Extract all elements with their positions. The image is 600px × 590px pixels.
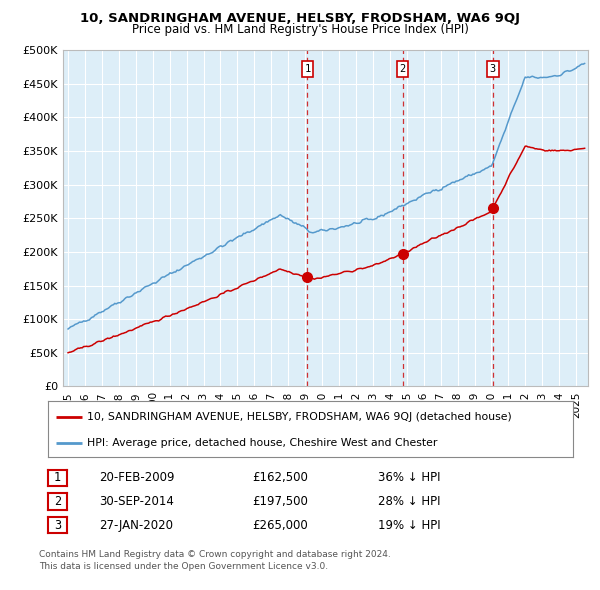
- Text: HPI: Average price, detached house, Cheshire West and Chester: HPI: Average price, detached house, Ches…: [88, 438, 438, 448]
- Text: 1: 1: [304, 64, 311, 74]
- Text: £265,000: £265,000: [252, 519, 308, 532]
- Text: 3: 3: [54, 519, 61, 532]
- Text: 10, SANDRINGHAM AVENUE, HELSBY, FRODSHAM, WA6 9QJ (detached house): 10, SANDRINGHAM AVENUE, HELSBY, FRODSHAM…: [88, 412, 512, 422]
- Text: 2: 2: [54, 495, 61, 508]
- Text: 27-JAN-2020: 27-JAN-2020: [99, 519, 173, 532]
- Text: 20-FEB-2009: 20-FEB-2009: [99, 471, 175, 484]
- Text: £162,500: £162,500: [252, 471, 308, 484]
- Text: 3: 3: [490, 64, 496, 74]
- Text: 30-SEP-2014: 30-SEP-2014: [99, 495, 174, 508]
- Text: £197,500: £197,500: [252, 495, 308, 508]
- Text: 2: 2: [400, 64, 406, 74]
- Text: This data is licensed under the Open Government Licence v3.0.: This data is licensed under the Open Gov…: [39, 562, 328, 571]
- Text: 10, SANDRINGHAM AVENUE, HELSBY, FRODSHAM, WA6 9QJ: 10, SANDRINGHAM AVENUE, HELSBY, FRODSHAM…: [80, 12, 520, 25]
- Text: 1: 1: [54, 471, 61, 484]
- Text: 19% ↓ HPI: 19% ↓ HPI: [378, 519, 440, 532]
- Text: Contains HM Land Registry data © Crown copyright and database right 2024.: Contains HM Land Registry data © Crown c…: [39, 550, 391, 559]
- Text: 28% ↓ HPI: 28% ↓ HPI: [378, 495, 440, 508]
- Text: 36% ↓ HPI: 36% ↓ HPI: [378, 471, 440, 484]
- Text: Price paid vs. HM Land Registry's House Price Index (HPI): Price paid vs. HM Land Registry's House …: [131, 23, 469, 36]
